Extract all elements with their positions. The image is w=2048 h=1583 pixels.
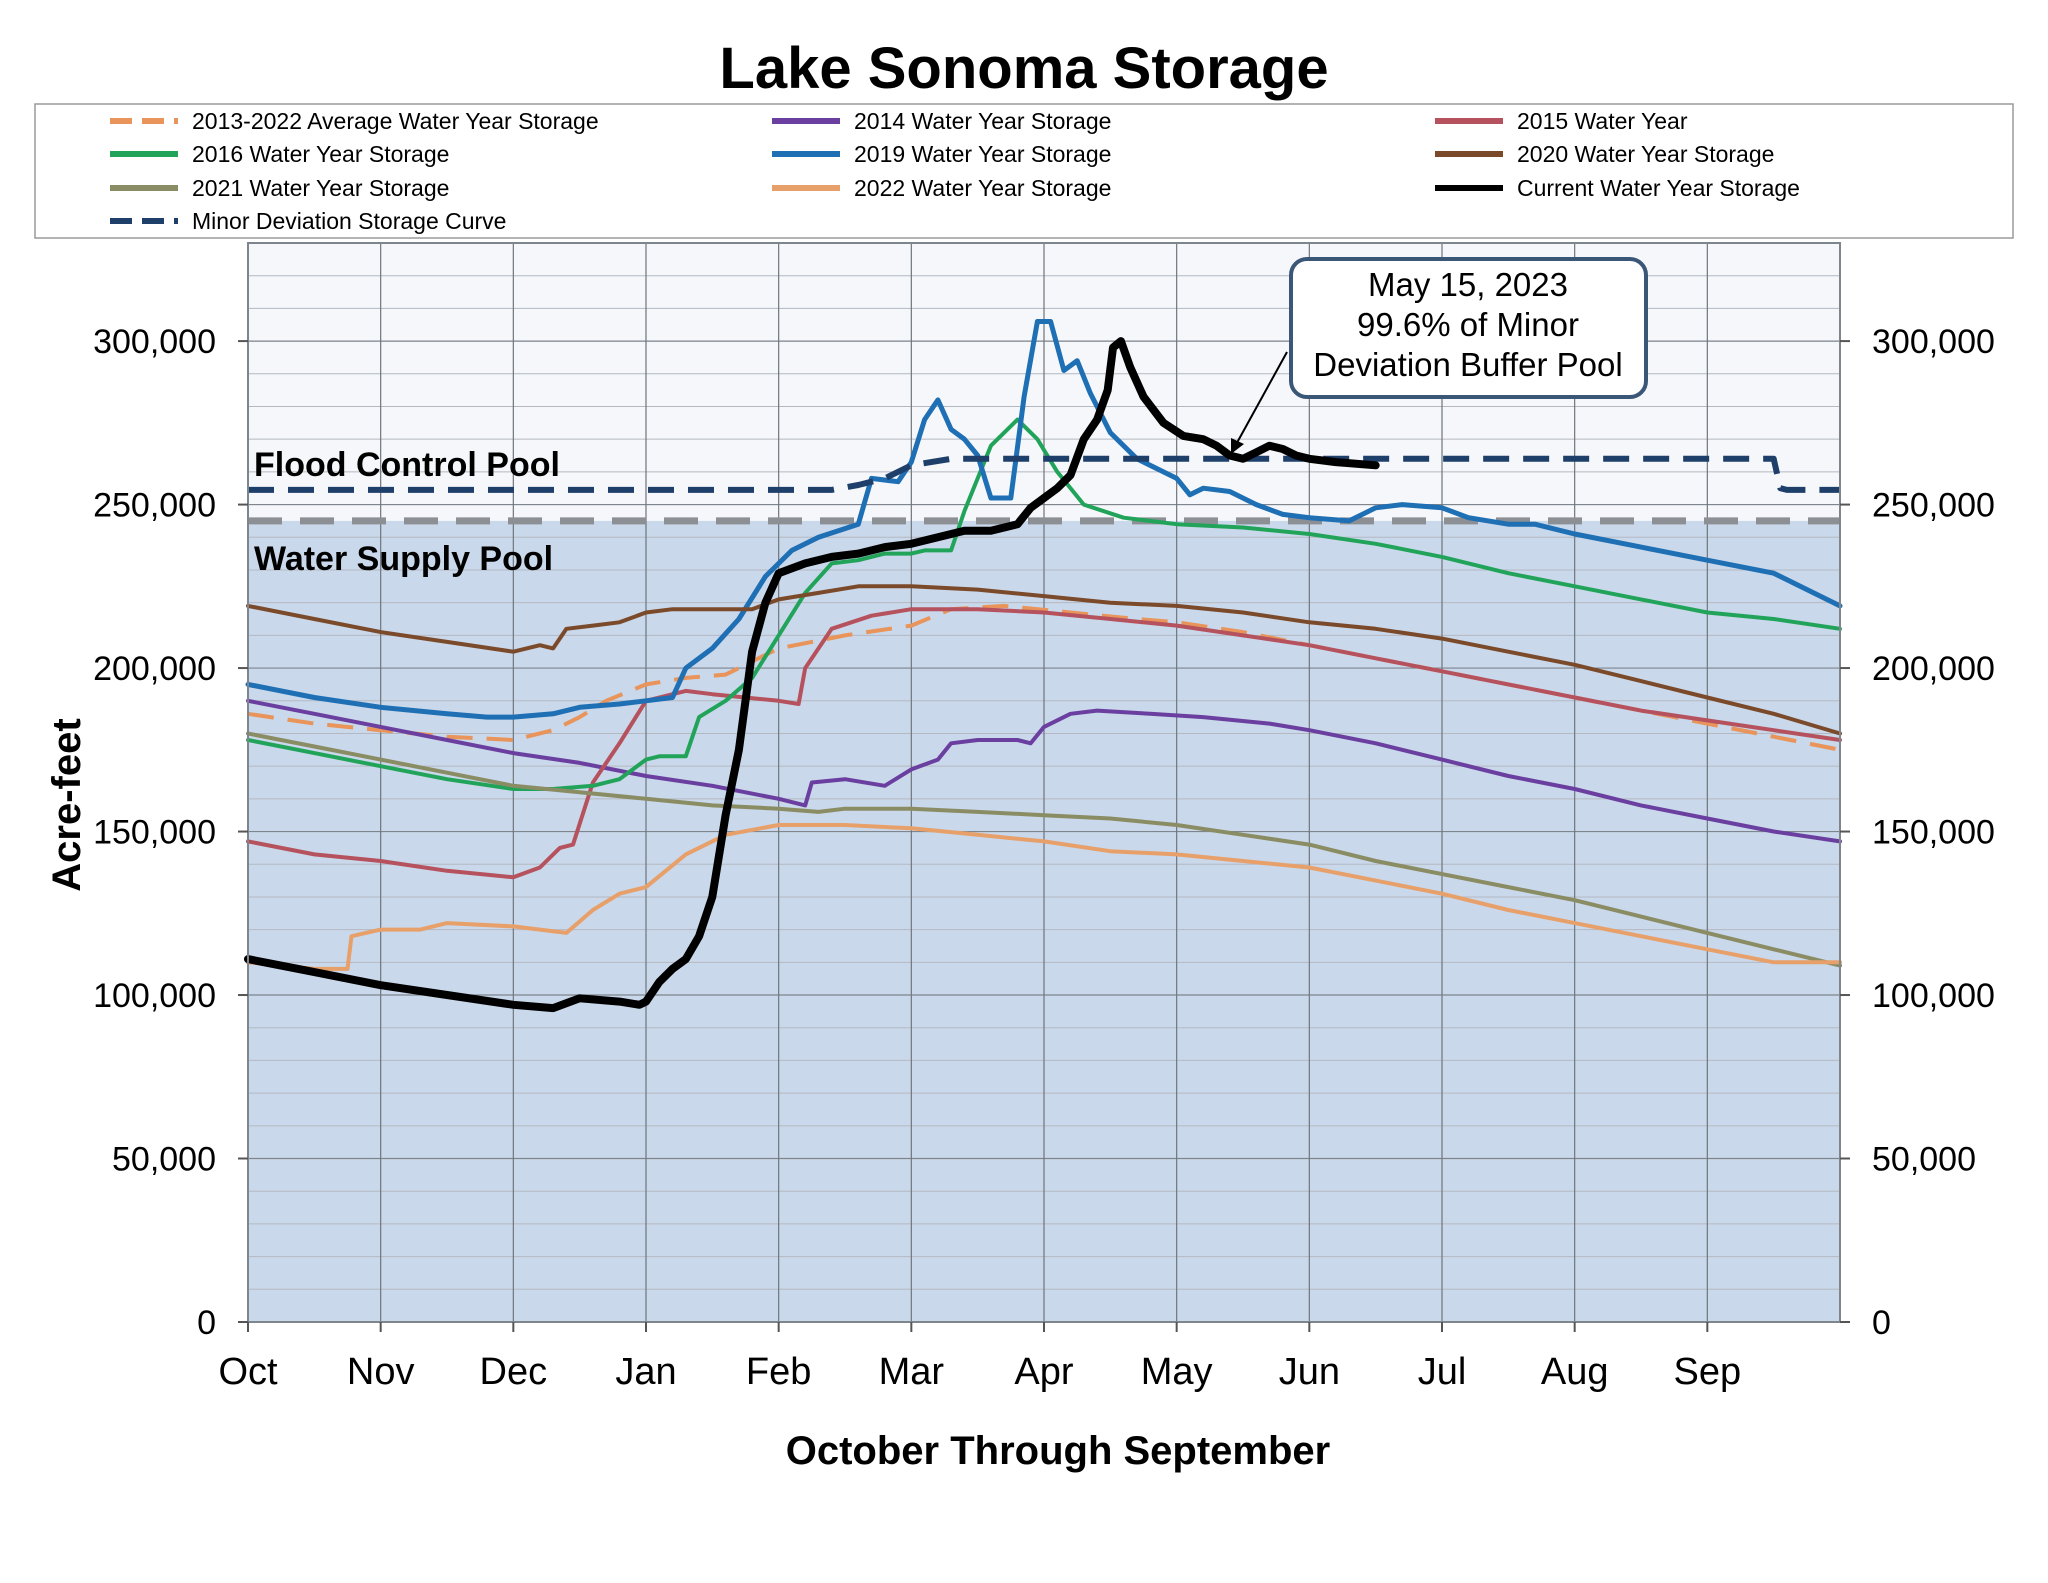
legend-label: Minor Deviation Storage Curve [192, 208, 506, 234]
legend-label: 2021 Water Year Storage [192, 175, 449, 201]
series-line-6 [246, 731, 1842, 968]
y-tick-label-right: 150,000 [1872, 814, 1995, 852]
y-tick-label: 250,000 [93, 487, 216, 525]
annotation-line-2: 99.6% of Minor [1357, 306, 1579, 343]
x-tick-label: Sep [1674, 1351, 1742, 1393]
x-tick-label: Nov [347, 1351, 415, 1393]
annotation-callout: May 15, 2023 99.6% of Minor Deviation Bu… [1231, 257, 1648, 454]
y-axis-title: Acre-feet [45, 718, 89, 891]
y-tick-label-right: 250,000 [1872, 487, 1995, 525]
y-tick-label-right: 100,000 [1872, 977, 1995, 1015]
y-tick-label-right: 50,000 [1872, 1141, 1976, 1179]
legend-label: 2014 Water Year Storage [854, 108, 1111, 134]
annotation-line-3: Deviation Buffer Pool [1313, 346, 1622, 383]
x-tick-label: Oct [218, 1351, 278, 1393]
x-tick-label: Jul [1418, 1351, 1467, 1393]
y-tick-label: 200,000 [93, 650, 216, 688]
y-tick-label: 300,000 [93, 323, 216, 361]
x-tick-label: Apr [1014, 1351, 1073, 1393]
x-tick-label: Mar [879, 1351, 945, 1393]
y-tick-label: 100,000 [93, 977, 216, 1015]
x-tick-label: Dec [480, 1351, 548, 1393]
series-line-8 [244, 337, 1380, 1013]
water-supply-pool-label: Water Supply Pool [254, 540, 553, 578]
x-axis-title: October Through September [786, 1429, 1331, 1473]
annotation-line-1: May 15, 2023 [1368, 266, 1568, 303]
y-tick-label-right: 200,000 [1872, 650, 1995, 688]
legend-label: 2015 Water Year [1517, 108, 1688, 134]
y-axis-right: 0 50,000 100,000 150,000 200,000 250,000 300,0… [1840, 323, 1995, 1342]
x-tick-label: Jun [1279, 1351, 1340, 1393]
legend-label: 2022 Water Year Storage [854, 175, 1111, 201]
legend-box [34, 103, 2014, 239]
series-line-9 [248, 455, 1840, 493]
y-tick-label: 50,000 [112, 1141, 216, 1179]
legend-label: 2019 Water Year Storage [854, 141, 1111, 167]
y-tick-label-right: 300,000 [1872, 323, 1995, 361]
plot-area: Flood Control Pool Water Supply Pool [244, 242, 1843, 1323]
annotation-box [1289, 257, 1648, 399]
series-line-5 [246, 584, 1842, 736]
series-line-4 [245, 319, 1843, 720]
y-axis-left: 0 50,000 100,000 150,000 200,000 250,000 300,0… [93, 323, 248, 1342]
y-tick-label: 0 [197, 1304, 216, 1342]
series-line-7 [246, 823, 1842, 971]
annotation-arrow-line [1232, 351, 1288, 451]
y-tick-label: 150,000 [93, 814, 216, 852]
y-tick-label-right: 0 [1872, 1304, 1891, 1342]
x-tick-label: Feb [746, 1351, 811, 1393]
annotation-arrowhead [1231, 438, 1244, 454]
legend-label: Current Water Year Storage [1517, 175, 1800, 201]
chart-title: Lake Sonoma Storage [719, 36, 1328, 101]
legend: 2013-2022 Average Water Year Storage 2014… [34, 103, 2014, 239]
legend-label: 2013-2022 Average Water Year Storage [192, 108, 599, 134]
legend-label: 2020 Water Year Storage [1517, 141, 1774, 167]
legend-label: 2016 Water Year Storage [192, 141, 449, 167]
x-tick-label: May [1141, 1351, 1213, 1393]
series-line-1 [246, 698, 1842, 844]
x-tick-label: Aug [1541, 1351, 1609, 1393]
x-tick-label: Jan [615, 1351, 676, 1393]
series-line-3 [246, 417, 1842, 791]
x-axis: Oct Nov Dec Jan Feb Mar Apr May Jun Jul Aug Sep [218, 1322, 1741, 1393]
flood-control-pool-label: Flood Control Pool [254, 446, 560, 484]
series-line-2 [246, 607, 1842, 880]
